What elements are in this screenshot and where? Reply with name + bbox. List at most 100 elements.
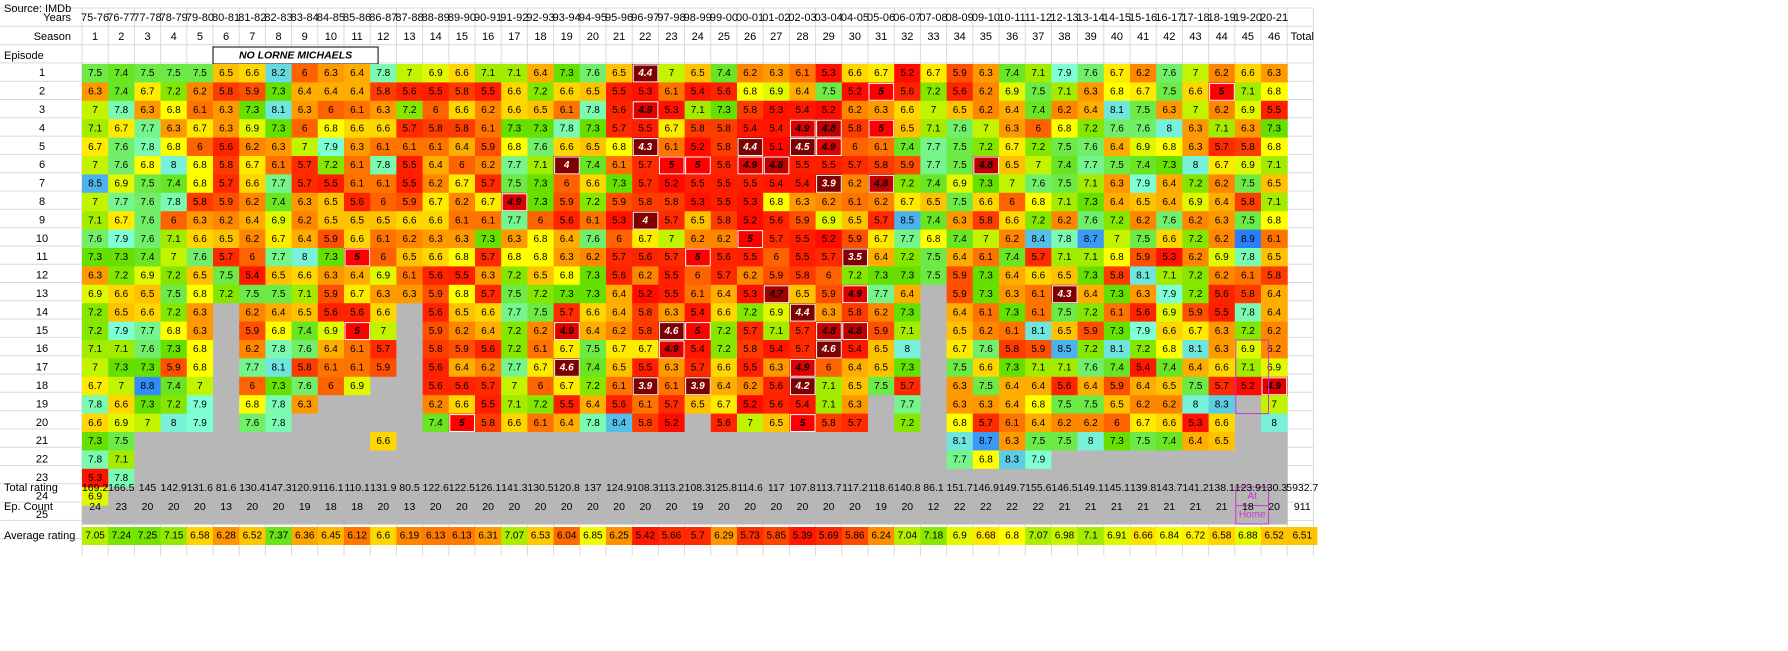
cell-value: 7.5 (141, 179, 155, 190)
cell-value: 7.7 (900, 234, 914, 245)
cell-value: 7.8 (88, 399, 102, 410)
cell-value: 7.3 (900, 307, 914, 318)
heatmap-cell (475, 100, 502, 120)
heatmap-cell (186, 413, 214, 433)
cell-value: 6.9 (429, 68, 443, 79)
heatmap-cell (265, 303, 293, 323)
heatmap-cell (186, 229, 214, 249)
cell-value: 7.9 (1136, 326, 1150, 337)
cell-value: 5.9 (167, 363, 181, 374)
heatmap-cell (317, 284, 345, 304)
episode-count-value: 21 (1137, 501, 1149, 513)
cell-value: 6.4 (429, 160, 443, 171)
cell-value: 5.8 (376, 87, 390, 98)
cell-value: 5.7 (298, 179, 312, 190)
cell-value: 7.2 (900, 418, 914, 429)
cell-value: 5.7 (1215, 381, 1229, 392)
empty-cell (317, 432, 345, 451)
cell-value: 6.6 (717, 363, 731, 374)
heatmap-cell (501, 211, 528, 231)
cell-value: 5.7 (796, 326, 810, 337)
year-label: 07-08 (919, 12, 947, 24)
season-label: 17 (508, 31, 520, 43)
heatmap-cell (448, 395, 476, 415)
season-label: 30 (849, 31, 861, 43)
year-label: 14-15 (1103, 12, 1131, 24)
cell-value: 5.9 (1031, 344, 1045, 355)
cell-value: 6.9 (114, 418, 128, 429)
cell-value: 7.2 (88, 307, 102, 318)
cell-value: 6.9 (769, 307, 783, 318)
cell-value: 6.4 (717, 381, 731, 392)
episode-count-value: 20 (142, 501, 154, 513)
cell-value: 6.8 (1031, 399, 1045, 410)
heatmap-cell (422, 211, 450, 231)
empty-cell (553, 468, 581, 488)
cell-value: 6.7 (874, 234, 888, 245)
cell-value: 6.4 (298, 87, 312, 98)
cell-value: 4.8 (847, 326, 862, 337)
cell-value: 5.1 (769, 142, 783, 153)
cell-value: 6.4 (350, 87, 364, 98)
heatmap-cell (501, 340, 528, 359)
cell-value: 6.4 (1189, 363, 1203, 374)
heatmap-cell (344, 156, 371, 175)
cell-value: 5.6 (612, 105, 626, 116)
cell-value: 6.1 (1110, 307, 1124, 318)
empty-cell (658, 450, 686, 470)
cell-value: 7.1 (88, 123, 102, 134)
cell-value: 7.7 (507, 307, 521, 318)
empty-cell (684, 432, 712, 451)
episode-count-value: 19 (299, 501, 311, 513)
heatmap-cell (370, 284, 397, 304)
cell-value: 5.5 (612, 87, 626, 98)
empty-cell (501, 487, 528, 507)
heatmap-cell (448, 303, 476, 323)
season-label: 15 (456, 31, 468, 43)
cell-value: 5.8 (219, 160, 233, 171)
cell-value: 5.8 (429, 123, 443, 134)
cell-value: 6.6 (1215, 418, 1229, 429)
cell-value: 6.8 (979, 455, 993, 466)
cell-value: 6.3 (298, 399, 312, 410)
cell-value: 7.8 (272, 344, 286, 355)
empty-cell (344, 432, 371, 451)
year-label: 77-78 (133, 12, 161, 24)
cell-value: 6.8 (193, 344, 207, 355)
cell-value: 7.2 (900, 179, 914, 190)
cell-value: 5.6 (350, 197, 364, 208)
cell-value: 6.7 (272, 234, 286, 245)
year-label: 17-18 (1181, 12, 1209, 24)
cell-value: 4.6 (821, 344, 836, 355)
heatmap-cell (317, 100, 345, 120)
heatmap-cell (527, 82, 555, 102)
heatmap-cell (160, 284, 188, 304)
cell-value: 6.2 (245, 197, 259, 208)
cell-value: 7.4 (141, 252, 155, 263)
cell-value: 7.3 (324, 252, 338, 263)
heatmap-cell (186, 321, 214, 341)
heatmap-cell (579, 119, 607, 139)
season-label: 33 (927, 31, 939, 43)
episode-label: 15 (36, 325, 48, 337)
heatmap-cell (553, 82, 581, 102)
average-rating-value: 6.31 (478, 531, 498, 542)
cell-value: 5.9 (1084, 326, 1098, 337)
cell-value: 7.5 (193, 68, 207, 79)
cell-value: 5.7 (743, 326, 757, 337)
heatmap-cell (501, 100, 528, 120)
cell-value: 5.8 (638, 197, 652, 208)
cell-value: 5.8 (455, 87, 469, 98)
heatmap-cell (579, 229, 607, 249)
cell-value: 5.2 (822, 234, 836, 245)
cell-value: 4 (563, 160, 570, 171)
cell-value: 7.8 (1058, 234, 1072, 245)
cell-value: 5.3 (88, 473, 102, 484)
heatmap-cell (160, 340, 188, 359)
heatmap-cell (108, 137, 135, 157)
year-label: 97-98 (657, 12, 685, 24)
total-rating-value: 146.9 (973, 482, 999, 494)
cell-value: 6.8 (507, 252, 521, 263)
cell-value: 7.5 (272, 289, 286, 300)
heatmap-cell (448, 64, 476, 83)
